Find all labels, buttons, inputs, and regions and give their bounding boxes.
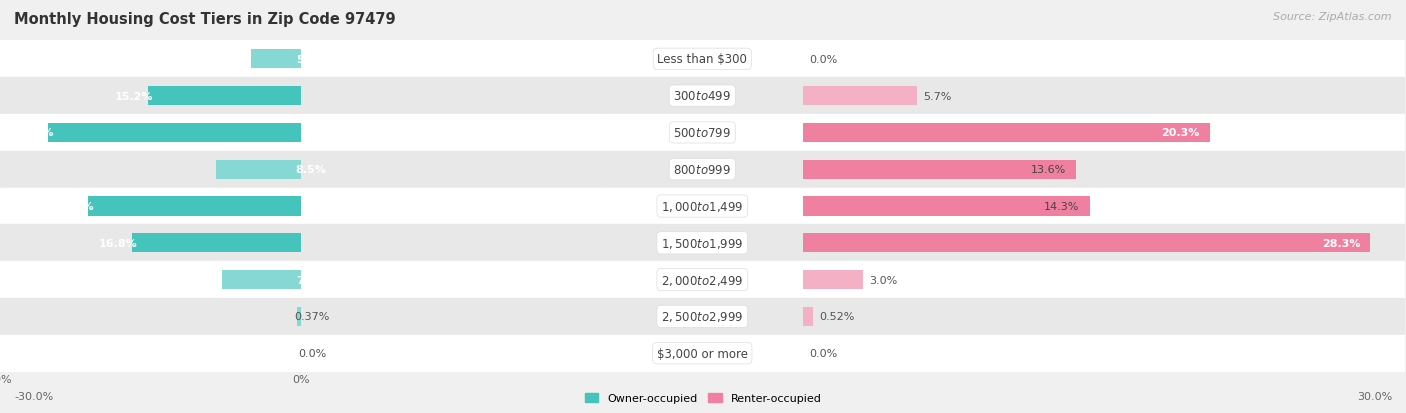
Text: $300 to $499: $300 to $499	[673, 90, 731, 103]
Bar	[803, 123, 1211, 142]
Bar	[602, 152, 803, 188]
Legend: Owner-occupied, Renter-occupied: Owner-occupied, Renter-occupied	[581, 388, 825, 408]
Text: $2,500 to $2,999: $2,500 to $2,999	[661, 310, 744, 324]
Text: 14.3%: 14.3%	[1045, 202, 1080, 211]
Bar	[803, 271, 863, 290]
Text: Monthly Housing Cost Tiers in Zip Code 97479: Monthly Housing Cost Tiers in Zip Code 9…	[14, 12, 395, 27]
Bar	[803, 197, 1090, 216]
Bar	[803, 41, 1405, 78]
Bar	[297, 307, 301, 326]
Bar	[803, 307, 813, 326]
Bar	[0, 335, 602, 372]
Bar	[222, 271, 301, 290]
Text: 8.5%: 8.5%	[295, 165, 326, 175]
Bar	[48, 123, 301, 142]
Text: 0.52%: 0.52%	[820, 312, 855, 322]
Bar	[149, 87, 301, 106]
Text: $1,500 to $1,999: $1,500 to $1,999	[661, 236, 744, 250]
Text: $1,000 to $1,499: $1,000 to $1,499	[661, 199, 744, 214]
Bar	[803, 152, 1405, 188]
Text: 3.0%: 3.0%	[869, 275, 897, 285]
Bar	[803, 298, 1405, 335]
Bar	[602, 115, 803, 152]
Text: 28.3%: 28.3%	[1322, 238, 1361, 248]
Bar	[803, 115, 1405, 152]
Text: $500 to $799: $500 to $799	[673, 127, 731, 140]
Bar	[250, 50, 301, 69]
Text: 7.9%: 7.9%	[295, 275, 326, 285]
Text: -30.0%: -30.0%	[14, 391, 53, 401]
Bar	[89, 197, 301, 216]
Text: 5.0%: 5.0%	[295, 55, 326, 65]
Bar	[215, 160, 301, 179]
Bar	[803, 78, 1405, 115]
Bar	[0, 261, 602, 298]
Bar	[803, 225, 1405, 261]
Text: $3,000 or more: $3,000 or more	[657, 347, 748, 360]
Bar	[0, 225, 602, 261]
Bar	[0, 41, 602, 78]
Bar	[0, 78, 602, 115]
Bar	[0, 115, 602, 152]
Text: 30.0%: 30.0%	[1357, 391, 1392, 401]
Bar	[803, 234, 1371, 253]
Text: 20.3%: 20.3%	[1161, 128, 1199, 138]
Bar	[803, 335, 1405, 372]
Bar	[602, 225, 803, 261]
Text: 5.7%: 5.7%	[924, 91, 952, 101]
Bar	[0, 188, 602, 225]
Text: Less than $300: Less than $300	[658, 53, 747, 66]
Text: $2,000 to $2,499: $2,000 to $2,499	[661, 273, 744, 287]
Text: 13.6%: 13.6%	[1031, 165, 1066, 175]
Bar	[132, 234, 301, 253]
Text: 16.8%: 16.8%	[98, 238, 138, 248]
Bar	[602, 188, 803, 225]
Text: 25.2%: 25.2%	[14, 128, 53, 138]
Bar	[602, 41, 803, 78]
Text: 0.0%: 0.0%	[298, 348, 326, 358]
Text: 0.0%: 0.0%	[808, 55, 837, 65]
Text: 21.2%: 21.2%	[55, 202, 93, 211]
Text: $800 to $999: $800 to $999	[673, 163, 731, 176]
Text: 0.37%: 0.37%	[294, 312, 329, 322]
Bar	[803, 87, 917, 106]
Bar	[602, 78, 803, 115]
Bar	[602, 298, 803, 335]
Bar	[602, 261, 803, 298]
Bar	[803, 160, 1076, 179]
Bar	[0, 298, 602, 335]
Text: 0.0%: 0.0%	[808, 348, 837, 358]
Text: 15.2%: 15.2%	[115, 91, 153, 101]
Bar	[803, 188, 1405, 225]
Bar	[803, 261, 1405, 298]
Bar	[0, 152, 602, 188]
Text: Source: ZipAtlas.com: Source: ZipAtlas.com	[1274, 12, 1392, 22]
Bar	[602, 335, 803, 372]
